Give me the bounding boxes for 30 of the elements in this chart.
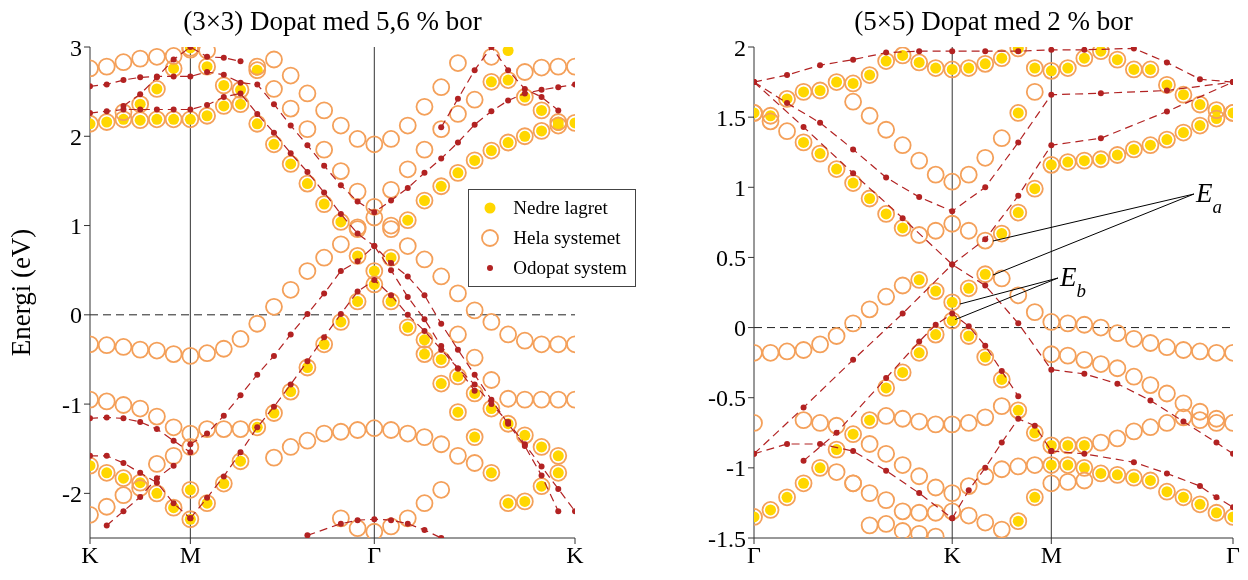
y-tick-label: 0.5	[716, 244, 746, 271]
x-tick-label: K	[566, 542, 585, 569]
y-tick-label: -0.5	[708, 385, 746, 412]
y-tick-label: 1	[734, 174, 746, 201]
legend-label: Hela systemet	[513, 227, 621, 250]
y-tick-label: -1.5	[708, 525, 746, 552]
x-tick-label: Γ	[1226, 542, 1241, 569]
annotation: E$_{b}$	[1059, 262, 1086, 301]
x-tick-label: K	[81, 542, 100, 569]
y-tick-label: -1	[62, 391, 82, 418]
legend-label: Nedre lagret	[513, 197, 608, 220]
x-tick-label: Γ	[367, 542, 382, 569]
x-tick-label: Γ	[747, 542, 762, 569]
y-tick-label: -2	[62, 480, 82, 507]
legend-label: Odopat system	[513, 257, 627, 280]
y-tick-label: -1	[726, 455, 746, 482]
chart-title: (3×3) Dopat med 5,6 % bor	[183, 6, 482, 36]
x-tick-label: M	[179, 542, 202, 569]
x-tick-label: M	[1040, 542, 1062, 569]
y-tick-label: 2	[734, 34, 746, 61]
y-tick-label: 0	[734, 315, 746, 342]
y-tick-label: 1	[70, 213, 82, 240]
x-tick-label: K	[943, 542, 962, 569]
y-tick-label: 3	[70, 34, 82, 61]
chart-title: (5×5) Dopat med 2 % bor	[854, 6, 1133, 36]
annotation: E$_{a}$	[1195, 178, 1222, 217]
y-tick-label: 1.5	[716, 104, 746, 131]
y-axis-title: Energi (eV)	[6, 228, 36, 357]
y-tick-label: 2	[70, 123, 82, 150]
y-tick-label: 0	[70, 302, 82, 329]
